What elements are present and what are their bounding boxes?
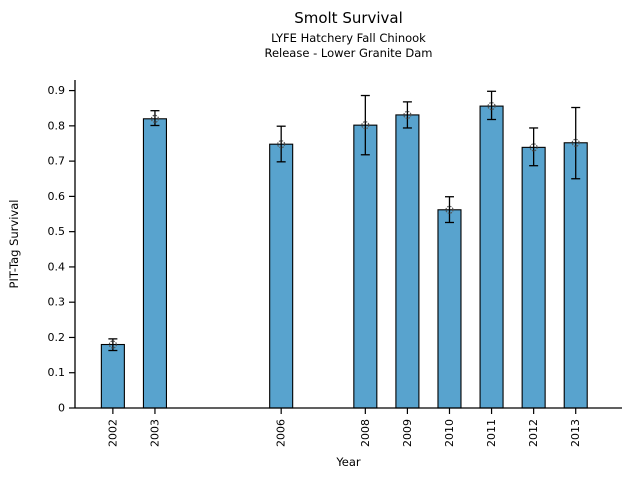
y-tick-label: 0.9 [48,84,66,97]
x-tick-label: 2002 [106,419,119,447]
chart-title: Smolt Survival [294,9,403,27]
x-tick-label: 2009 [401,419,414,447]
data-point-marker [445,205,454,214]
y-tick-label: 0.7 [48,155,66,168]
bar [353,124,378,409]
bar [395,114,420,409]
y-tick-label: 0.1 [48,366,66,379]
y-tick-label: 0.4 [48,260,66,273]
x-tick-label: 2012 [527,419,540,447]
x-tick-label: 2006 [275,419,288,447]
bar [563,142,588,409]
bar [100,343,125,409]
data-point-marker [361,121,370,130]
bar [142,118,167,409]
bar [479,105,504,409]
y-tick-label: 0.2 [48,331,66,344]
bar [437,209,462,409]
x-tick-label: 2008 [359,419,372,447]
x-tick-label: 2011 [485,419,498,447]
x-tick-label: 2003 [148,419,161,447]
data-point-marker [150,114,160,123]
x-tick-label: 2010 [443,419,456,447]
y-tick-label: 0.6 [48,190,66,203]
y-tick-label: 0.5 [48,225,66,238]
chart-subtitle-line2: Release - Lower Granite Dam [264,46,433,60]
data-point-marker [529,143,538,152]
data-point-marker [403,110,412,120]
x-axis-label: Year [336,455,361,469]
y-tick-label: 0.3 [48,296,66,309]
bar [269,143,294,409]
data-point-marker [277,140,286,149]
x-tick-label: 2013 [569,419,582,447]
data-point-marker [108,340,117,349]
bar [521,146,546,409]
chart-subtitle-line1: LYFE Hatchery Fall Chinook [271,31,426,45]
data-point-marker [571,138,580,147]
y-tick-label: 0.8 [48,119,66,132]
y-tick-label: 0 [58,402,65,415]
data-point-marker [487,101,496,111]
